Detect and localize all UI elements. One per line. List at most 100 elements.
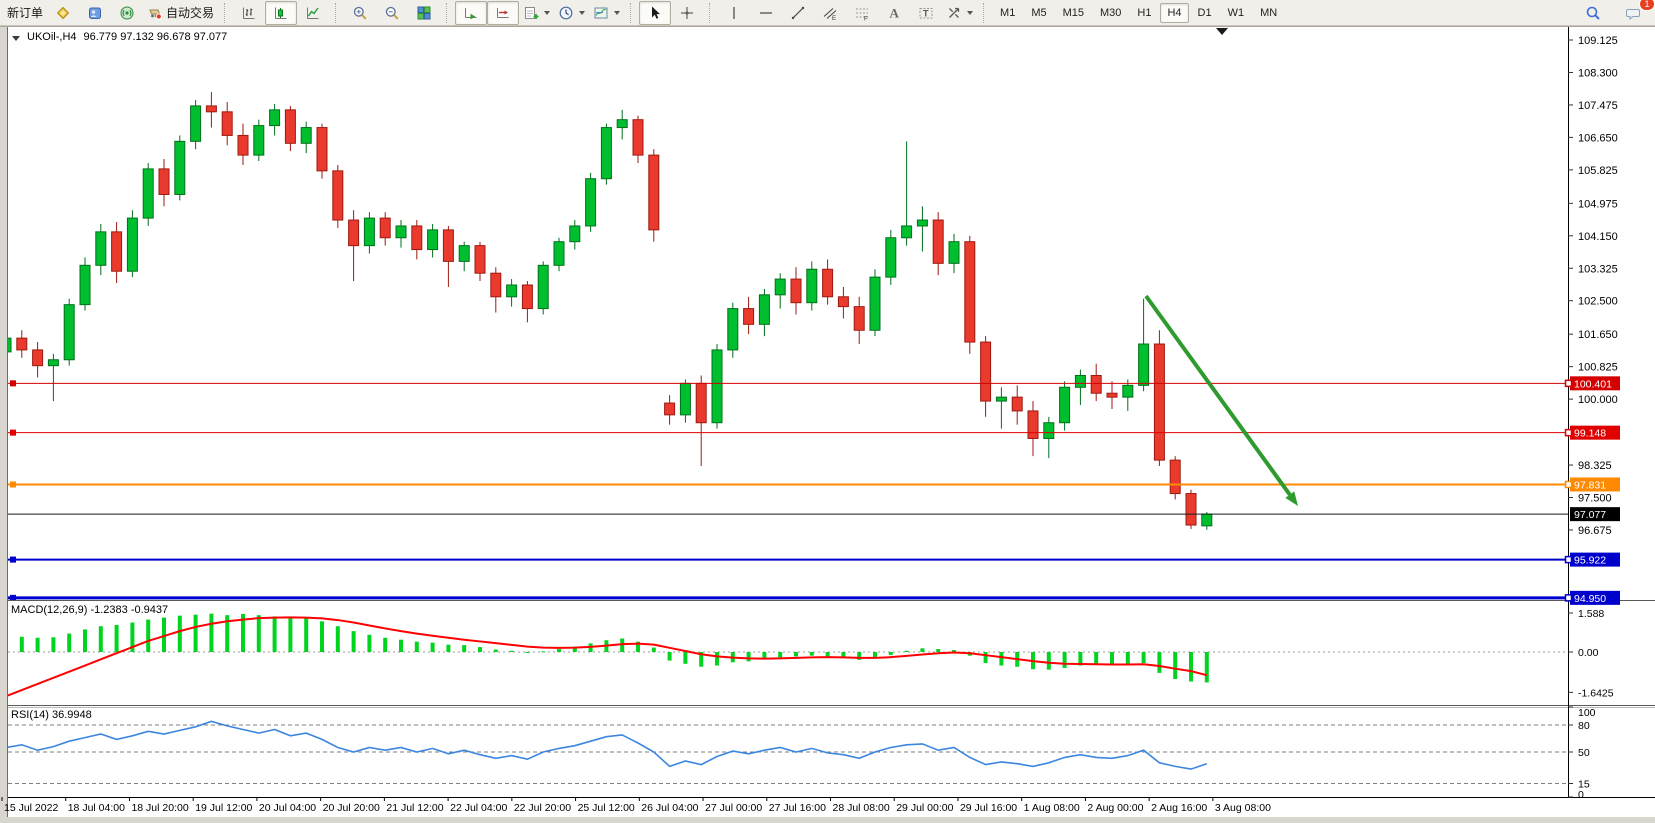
svg-text:97.831: 97.831: [1574, 479, 1606, 491]
candle: [1074, 369, 1086, 406]
candle: [932, 212, 944, 276]
chart-title: UKOil-,H4 96.779 97.132 96.678 97.077: [12, 31, 227, 43]
line-handle[interactable]: [10, 594, 16, 601]
signals-button[interactable]: [111, 1, 143, 25]
rsi-tick-label: 50: [1578, 747, 1590, 759]
svg-text:E: E: [832, 16, 836, 21]
candle: [253, 119, 265, 162]
search-button[interactable]: [1577, 1, 1609, 25]
timeframe-mn-button[interactable]: MN: [1260, 6, 1278, 19]
templates-button[interactable]: [589, 1, 624, 25]
horizontal-line-icon: [760, 11, 773, 14]
macd-indicator-label: MACD(12,26,9) -1.2383 -0.9437: [11, 604, 169, 616]
zoom-out-icon: [385, 6, 399, 20]
candle: [948, 233, 960, 274]
price-tick-label: 97.500: [1578, 493, 1612, 505]
line-handle[interactable]: [10, 481, 16, 488]
crosshair-button[interactable]: [671, 1, 703, 25]
indicators-button[interactable]: [519, 1, 554, 25]
symbol-dropdown-icon[interactable]: [12, 35, 20, 45]
candle: [269, 103, 281, 136]
candlestick-icon: [275, 7, 287, 19]
candle: [916, 206, 928, 252]
price-tick-label: 108.300: [1578, 67, 1618, 79]
candle: [474, 241, 486, 282]
time-axis[interactable]: 15 Jul 2022 18 Jul 04:00 18 Jul 20:00 19 Ju…: [1, 797, 1271, 814]
macd-tick-label: 0.00: [1578, 647, 1599, 659]
line-handle[interactable]: [10, 429, 16, 436]
timeframe-w1-button[interactable]: W1: [1227, 6, 1245, 19]
candle: [1153, 330, 1165, 467]
price-line-label: 97.831: [1564, 477, 1620, 492]
macd-tick-label: 1.588: [1578, 608, 1604, 620]
market-watch-button[interactable]: [79, 1, 111, 25]
price-line-label: 94.950: [1564, 590, 1620, 605]
text-label-button[interactable]: T: [910, 1, 942, 25]
horizontal-line-button[interactable]: [750, 1, 782, 25]
trend-arrow[interactable]: [1144, 294, 1298, 506]
timeframe-h4-button[interactable]: H4: [1160, 2, 1189, 23]
periods-button[interactable]: [554, 1, 589, 25]
price-tick-label: 102.500: [1578, 296, 1618, 308]
text-button[interactable]: A: [878, 1, 910, 25]
candle: [774, 273, 786, 309]
candle: [1059, 381, 1071, 431]
line-handle[interactable]: [10, 556, 16, 563]
metaeditor-button[interactable]: [47, 1, 79, 25]
candle: [980, 336, 992, 417]
horizontal-line[interactable]: [8, 594, 1568, 601]
time-tick-label: 27 Jul 16:00: [769, 802, 826, 814]
fibonacci-button[interactable]: F: [846, 1, 878, 25]
auto-scroll-button[interactable]: [455, 0, 488, 25]
time-tick-label: 20 Jul 04:00: [259, 802, 316, 814]
vertical-line-icon: [733, 6, 735, 19]
zoom-in-button[interactable]: [344, 1, 376, 25]
candle: [758, 288, 770, 337]
candle: [316, 123, 328, 179]
macd-pane: 1.588 0.00 -1.6425: [8, 608, 1614, 699]
crosshair-icon: [681, 6, 694, 19]
bar-chart-type-button[interactable]: [233, 1, 265, 25]
timeframe-m30-button[interactable]: M30: [1100, 6, 1122, 19]
horizontal-line[interactable]: [8, 380, 1568, 387]
horizontal-line[interactable]: [8, 556, 1568, 563]
line-handle[interactable]: [10, 380, 16, 387]
price-axis[interactable]: 109.125 108.300 107.475 106.650 105.825 104.9…: [1564, 35, 1621, 605]
horizontal-line[interactable]: [8, 429, 1568, 436]
time-tick-label: 3 Aug 08:00: [1215, 802, 1271, 814]
tile-windows-button[interactable]: [408, 1, 440, 25]
candle: [1106, 381, 1118, 409]
cursor-button[interactable]: [639, 0, 672, 25]
svg-text:94.950: 94.950: [1574, 593, 1606, 605]
notifications-button[interactable]: 1: [1617, 0, 1655, 25]
chart-shift-marker[interactable]: [1216, 28, 1228, 35]
candle: [237, 123, 249, 165]
zoom-out-button[interactable]: [376, 1, 408, 25]
vertical-line-button[interactable]: [718, 1, 750, 25]
auto-trading-button[interactable]: 自动交易: [143, 1, 218, 25]
candle: [616, 109, 628, 140]
arrows-button[interactable]: [942, 1, 977, 25]
equidistant-channel-button[interactable]: E: [814, 1, 846, 25]
timeframe-m5-button[interactable]: M5: [1031, 6, 1047, 19]
timeframe-m15-button[interactable]: M15: [1062, 6, 1084, 19]
timeframe-d1-button[interactable]: D1: [1197, 6, 1212, 19]
text-label-icon: T: [919, 7, 933, 18]
candle: [95, 223, 107, 276]
rsi-tick-label: 0: [1578, 789, 1584, 801]
chart-shift-button[interactable]: [487, 0, 520, 25]
timeframe-m1-button[interactable]: M1: [1000, 6, 1016, 19]
candle: [1138, 298, 1150, 392]
horizontal-line[interactable]: [8, 481, 1568, 488]
candle: [332, 164, 344, 228]
timeframe-h1-button[interactable]: H1: [1137, 6, 1152, 19]
price-tick-label: 96.675: [1578, 525, 1612, 537]
candlestick-type-button[interactable]: [265, 0, 298, 25]
rsi-tick-label: 15: [1578, 779, 1590, 791]
candle: [537, 261, 549, 315]
new-order-button[interactable]: 新订单: [3, 1, 47, 25]
trendline-button[interactable]: [782, 1, 814, 25]
line-chart-type-button[interactable]: [297, 1, 329, 25]
